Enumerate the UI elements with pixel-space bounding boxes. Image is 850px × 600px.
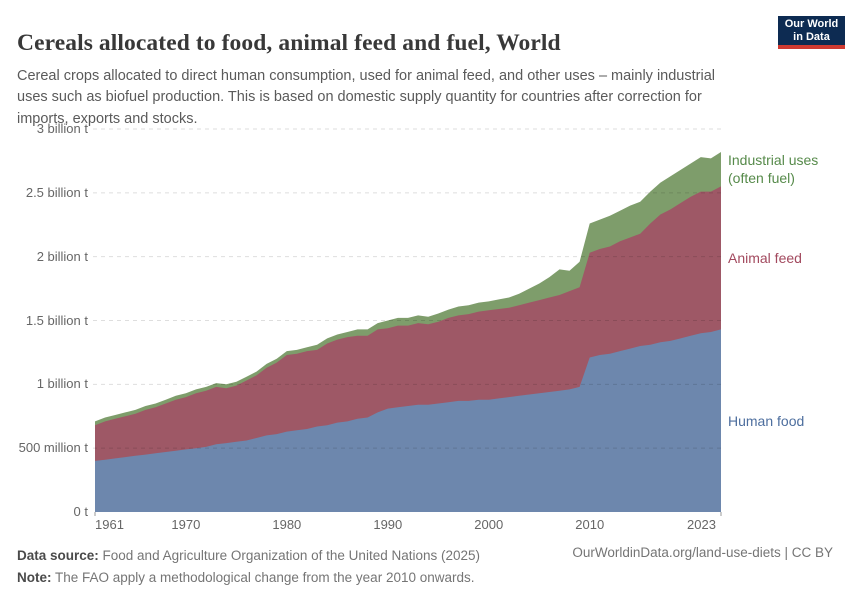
x-axis-label-1980: 1980 bbox=[272, 517, 302, 532]
y-axis-label-1-billion-t: 1 billion t bbox=[36, 376, 88, 392]
footer-note-label: Note: bbox=[17, 569, 52, 585]
legend-label-animal-feed[interactable]: Animal feed bbox=[728, 249, 802, 266]
owid-logo-text: Our World in Data bbox=[784, 17, 839, 43]
footer-source-label: Data source: bbox=[17, 548, 99, 563]
y-axis-label-3-billion-t: 3 billion t bbox=[36, 121, 88, 136]
footer-source-line: Data source: Food and Agriculture Organi… bbox=[17, 545, 480, 567]
legend-label-human-food[interactable]: Human food bbox=[728, 412, 805, 429]
x-axis-label-2010: 2010 bbox=[575, 517, 605, 532]
y-axis-label-2-billion-t: 2 billion t bbox=[36, 248, 88, 264]
x-axis-label-1970: 1970 bbox=[171, 517, 201, 532]
y-axis-label-0-t: 0 t bbox=[73, 504, 88, 519]
x-axis-label-1990: 1990 bbox=[373, 517, 403, 532]
x-axis-label-2000: 2000 bbox=[474, 517, 504, 532]
x-axis-label-1961: 1961 bbox=[95, 517, 124, 532]
footer-text: Data source: Food and Agriculture Organi… bbox=[17, 545, 480, 588]
y-axis-label-500-million-t: 500 million t bbox=[18, 440, 88, 456]
footer-link[interactable]: OurWorldinData.org/land-use-diets | CC B… bbox=[572, 545, 833, 560]
x-axis-label-2023: 2023 bbox=[687, 517, 716, 532]
footer-note-line: Note: The FAO apply a methodological cha… bbox=[17, 567, 480, 589]
area-human-food[interactable] bbox=[95, 329, 721, 512]
page-subtitle: Cereal crops allocated to direct human c… bbox=[17, 67, 715, 127]
y-axis-label-1-5-billion-t: 1.5 billion t bbox=[25, 312, 88, 328]
page-title: Cereals allocated to food, animal feed a… bbox=[17, 29, 561, 56]
footer-note-text: The FAO apply a methodological change fr… bbox=[51, 569, 475, 585]
owid-logo[interactable]: Our World in Data bbox=[778, 16, 845, 49]
legend-label-industrial-uses-often-fuel[interactable]: Industrial uses (often fuel) bbox=[728, 152, 819, 187]
footer-source-text: Food and Agriculture Organization of the… bbox=[98, 548, 481, 563]
y-axis-label-2-5-billion-t: 2.5 billion t bbox=[25, 184, 88, 200]
